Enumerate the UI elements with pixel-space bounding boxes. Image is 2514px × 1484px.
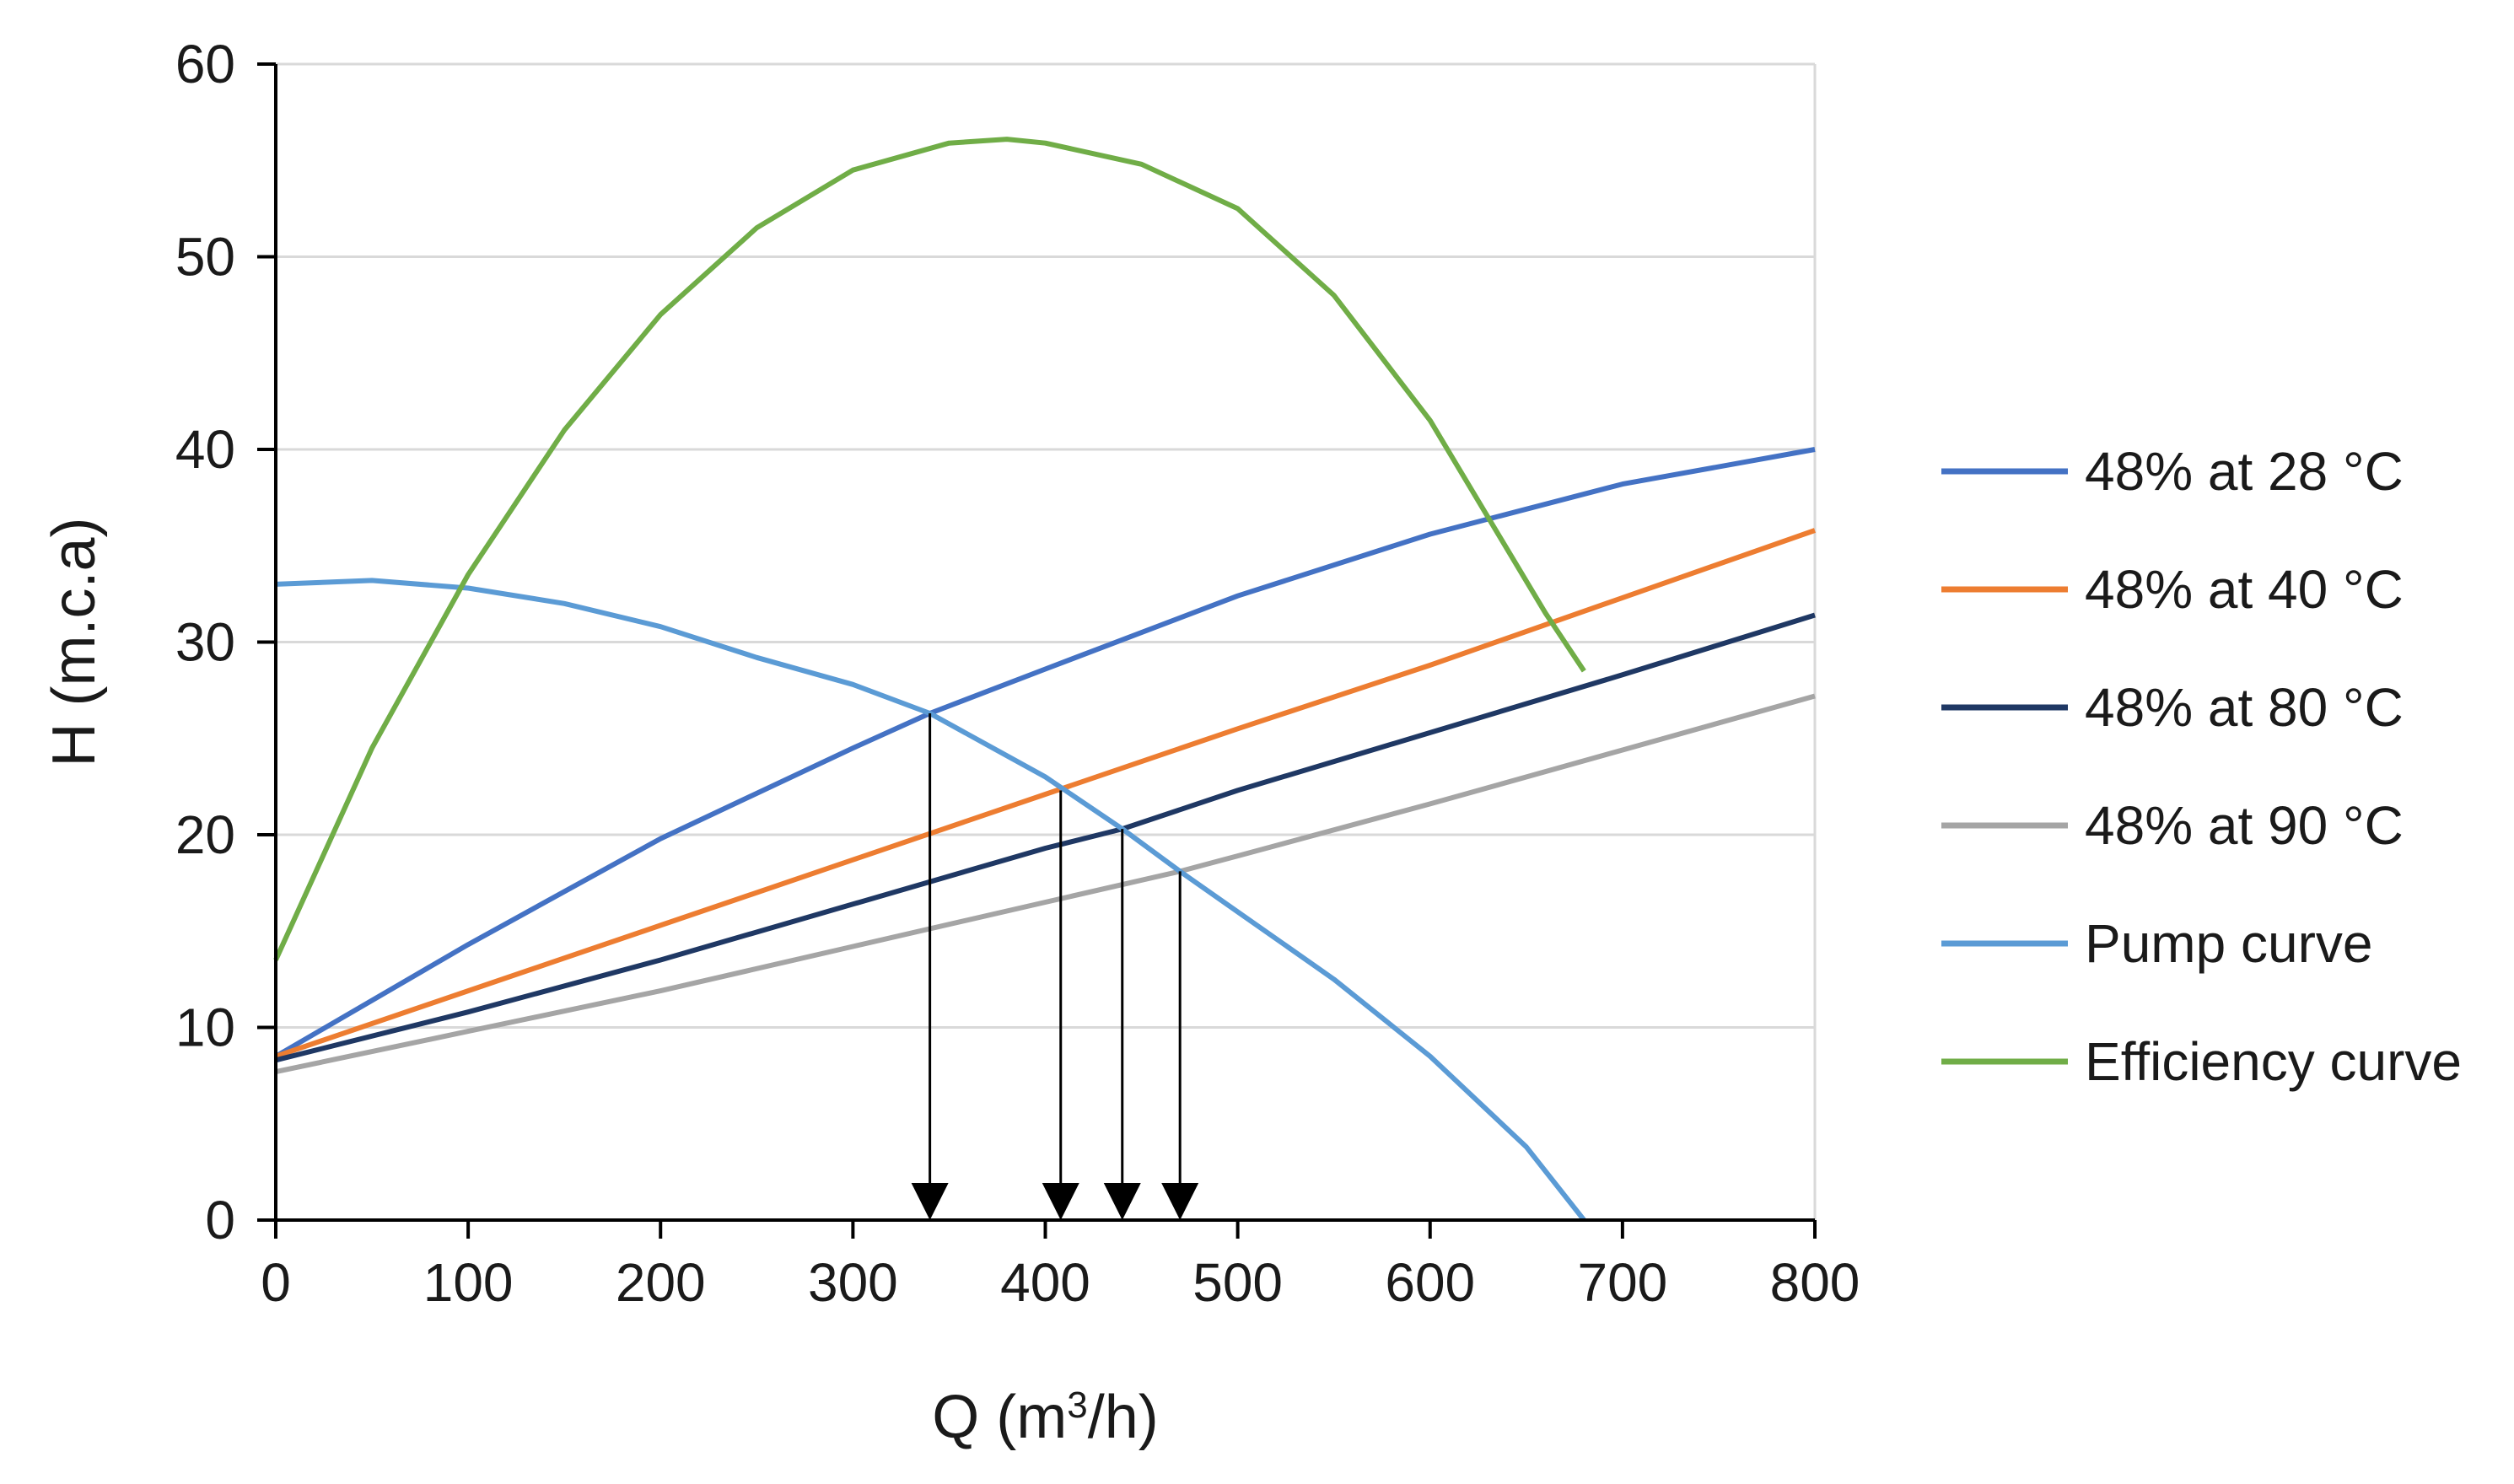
arrow-head-2 bbox=[1042, 1183, 1079, 1220]
x-tick-label-700: 700 bbox=[1577, 1252, 1667, 1313]
x-axis-title-superscript: 3 bbox=[1067, 1385, 1087, 1426]
x-tick-label-300: 300 bbox=[808, 1252, 898, 1313]
x-tick-label-200: 200 bbox=[616, 1252, 706, 1313]
grid bbox=[276, 62, 1817, 1220]
x-tick-label-600: 600 bbox=[1385, 1252, 1475, 1313]
legend-label-2: 48% at 40 °C bbox=[2085, 559, 2404, 620]
x-tick-label-800: 800 bbox=[1770, 1252, 1860, 1313]
arrow-head-3 bbox=[1103, 1183, 1141, 1220]
legend-label-4: 48% at 90 °C bbox=[2085, 795, 2404, 856]
y-tick-label-60: 60 bbox=[175, 34, 235, 94]
legend-label-1: 48% at 28 °C bbox=[2085, 441, 2404, 502]
arrow-head-1 bbox=[911, 1183, 949, 1220]
legend: 48% at 28 °C 48% at 40 °C 48% at 80 °C 48% … bbox=[1941, 441, 2462, 1092]
arrow-head-4 bbox=[1161, 1183, 1199, 1220]
x-axis-title-main: Q (m bbox=[932, 1384, 1067, 1451]
y-tick-label-40: 40 bbox=[175, 419, 235, 480]
series-group bbox=[273, 137, 1816, 1222]
series-line-1 bbox=[274, 447, 1816, 1059]
series-line-2 bbox=[275, 528, 1816, 1059]
series-line-5 bbox=[275, 578, 1586, 1222]
y-tick-label-30: 30 bbox=[175, 612, 235, 673]
y-axis-title: H (m.c.a) bbox=[40, 518, 108, 767]
y-tick-label-20: 20 bbox=[175, 804, 235, 865]
y-tick-label-10: 10 bbox=[175, 997, 235, 1058]
x-axis-title: Q (m3/h) bbox=[932, 1384, 1158, 1451]
arrow-group bbox=[911, 713, 1199, 1220]
axes bbox=[257, 62, 1817, 1239]
x-tick-label-0: 0 bbox=[261, 1252, 291, 1313]
series-line-4 bbox=[275, 693, 1816, 1075]
legend-label-5: Pump curve bbox=[2085, 913, 2372, 974]
y-tick-label-0: 0 bbox=[205, 1190, 235, 1250]
x-tick-label-100: 100 bbox=[423, 1252, 514, 1313]
series-line-6 bbox=[273, 137, 1586, 961]
legend-label-3: 48% at 80 °C bbox=[2085, 677, 2404, 738]
x-axis-title-end: /h) bbox=[1088, 1384, 1159, 1451]
series-line-3 bbox=[275, 612, 1816, 1063]
y-tick-label-50: 50 bbox=[175, 227, 235, 288]
x-tick-label-400: 400 bbox=[1000, 1252, 1090, 1313]
legend-label-6: Efficiency curve bbox=[2085, 1031, 2462, 1092]
x-tick-label-500: 500 bbox=[1192, 1252, 1283, 1313]
